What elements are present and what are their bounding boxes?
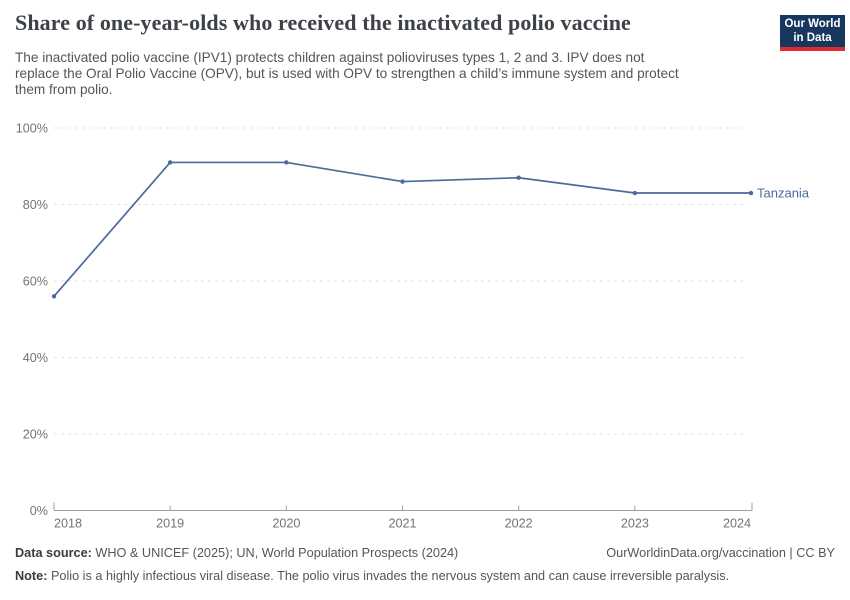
data-source-label: Data source:	[15, 546, 92, 560]
data-point[interactable]	[516, 175, 521, 180]
x-tick-label: 2018	[54, 517, 82, 531]
footer-row-note: Note: Polio is a highly infectious viral…	[15, 569, 835, 583]
data-source-text: WHO & UNICEF (2025); UN, World Populatio…	[91, 546, 459, 560]
subtitle-line: replace the Oral Polio Vaccine (OPV), bu…	[15, 66, 679, 82]
data-point[interactable]	[400, 179, 405, 184]
chart-footer: Data source: WHO & UNICEF (2025); UN, Wo…	[15, 546, 835, 583]
footer-row-source: Data source: WHO & UNICEF (2025); UN, Wo…	[15, 546, 835, 568]
x-tick-label: 2019	[156, 517, 184, 531]
note-label: Note:	[15, 569, 48, 583]
data-point[interactable]	[167, 160, 173, 165]
owid-logo-line1: Our World	[784, 18, 841, 30]
y-tick-label: 40%	[23, 351, 48, 365]
data-point[interactable]	[284, 160, 289, 165]
owid-logo[interactable]: Our World in Data	[780, 15, 845, 51]
x-tick-label: 2021	[388, 517, 416, 531]
x-tick-label: 2022	[505, 517, 533, 531]
data-point[interactable]	[51, 294, 57, 299]
x-tick-label: 2020	[272, 517, 300, 531]
y-tick-label: 60%	[23, 275, 48, 289]
subtitle-line: them from polio.	[15, 82, 113, 98]
x-tick-label: 2023	[621, 517, 649, 531]
chart-title: Share of one-year-olds who received the …	[15, 10, 631, 35]
owid-logo-line2: in Data	[793, 31, 832, 44]
owid-url-link[interactable]: OurWorldinData.org/vaccination | CC BY	[606, 546, 835, 560]
subtitle-line: The inactivated polio vaccine (IPV1) pro…	[15, 50, 645, 65]
data-point[interactable]	[632, 190, 638, 196]
x-tick-label: 2024	[723, 517, 751, 531]
chart-subtitle: The inactivated polio vaccine (IPV1) pro…	[15, 50, 760, 99]
y-tick-label: 20%	[23, 428, 48, 442]
owid-logo-red-bar	[780, 47, 845, 51]
note-text: Polio is a highly infectious viral disea…	[47, 569, 730, 583]
series-end-label[interactable]: Tanzania	[757, 185, 810, 200]
y-tick-label: 0%	[30, 504, 48, 518]
data-point[interactable]	[748, 190, 754, 196]
owid-logo-box: Our World in Data	[780, 15, 845, 47]
y-tick-label: 100%	[16, 122, 48, 136]
y-tick-label: 80%	[23, 198, 48, 212]
